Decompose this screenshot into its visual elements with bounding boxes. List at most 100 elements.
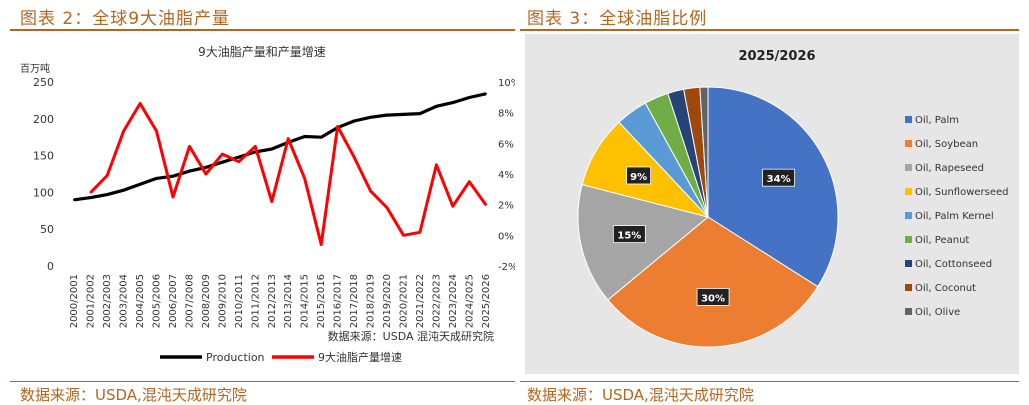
x-tick-label: 2012/2013: [267, 274, 278, 328]
left-title-rule: [10, 29, 515, 31]
x-tick-label: 2001/2002: [86, 274, 97, 328]
data-point: [484, 203, 487, 206]
right-figure-title: 图表 3：全球油脂比例: [527, 9, 708, 29]
legend-swatch: [905, 116, 912, 123]
x-tick-label: 2025/2026: [481, 274, 492, 328]
data-point: [89, 196, 92, 199]
data-point: [138, 102, 142, 105]
data-label-box: [696, 288, 730, 306]
line-chart-source: 数据来源：USDA 混沌天成研究院: [328, 329, 494, 343]
y-tick-label: 150: [33, 150, 54, 163]
pie-slice: [607, 216, 819, 348]
data-point: [138, 183, 142, 186]
legend-swatch: [905, 260, 912, 267]
x-tick-label: 2015/2016: [316, 274, 327, 328]
data-point: [369, 189, 372, 193]
data-point: [122, 188, 125, 192]
data-point: [303, 177, 306, 180]
data-point: [270, 200, 273, 203]
legend-label: Oil, Sunflowerseed: [915, 187, 1009, 198]
data-label: 30%: [701, 293, 725, 304]
legend-label: Oil, Cottonseed: [915, 259, 992, 270]
legend-label: Oil, Palm: [915, 115, 959, 126]
y2-tick-label: 10%: [498, 78, 515, 89]
x-tick-label: 2004/2005: [135, 274, 146, 328]
data-point: [270, 147, 273, 151]
legend-label: Oil, Coconut: [915, 283, 976, 294]
x-tick-label: 2013/2014: [283, 274, 294, 328]
data-point: [451, 205, 455, 208]
data-point: [237, 160, 241, 163]
line-chart-title: 9大油脂产量和产量增速: [198, 44, 326, 59]
data-label: 15%: [617, 231, 641, 242]
x-tick-label: 2016/2017: [333, 274, 344, 328]
right-source-note: 数据来源：USDA,混沌天成研究院: [527, 386, 754, 404]
x-tick-label: 2007/2008: [184, 274, 195, 328]
y-tick-label: 200: [33, 113, 54, 126]
y-tick-label: 100: [33, 186, 54, 199]
y-tick-label: 250: [33, 76, 54, 89]
data-point: [402, 234, 405, 237]
y2-tick-label: 6%: [498, 139, 514, 150]
legend-swatch: [905, 308, 912, 315]
data-point: [254, 145, 257, 148]
x-tick-label: 2005/2006: [152, 274, 163, 328]
legend-swatch: [905, 188, 912, 195]
data-point: [188, 145, 191, 148]
data-point: [352, 119, 356, 123]
pie-slice: [707, 86, 839, 288]
series-line-growth: [89, 102, 488, 246]
data-point: [89, 191, 92, 194]
x-tick-label: 2010/2011: [234, 274, 245, 328]
y-tick-label: 50: [40, 223, 54, 236]
data-point: [418, 231, 422, 234]
data-point: [188, 169, 191, 173]
legend-swatch: [905, 236, 912, 243]
data-point: [122, 129, 125, 133]
data-point: [435, 105, 438, 108]
data-point: [418, 112, 422, 115]
y2-tick-label: 8%: [498, 109, 514, 120]
pie-chart: 2025/2026 34% 30% 15% 9% Oil, Palm Oil, Soyb…: [577, 49, 1009, 348]
data-point: [352, 155, 356, 159]
y2-tick-label: -2%: [498, 262, 515, 273]
x-tick-label: 2017/2018: [349, 274, 360, 328]
legend-label: Oil, Olive: [915, 307, 960, 318]
legend-swatch: [905, 212, 912, 219]
x-tick-label: 2018/2019: [366, 274, 377, 328]
data-point: [468, 96, 471, 99]
data-point: [171, 195, 175, 199]
data-point: [303, 135, 306, 138]
x-tick-label: 2000/2001: [69, 274, 80, 328]
legend-swatch: [905, 284, 912, 291]
pie-chart-title: 2025/2026: [738, 49, 815, 64]
legend-label: Oil, Soybean: [915, 139, 978, 150]
y2-tick-label: 2%: [498, 201, 514, 212]
legend-swatch: [905, 164, 912, 171]
data-point: [484, 92, 487, 95]
legend-label: Production: [206, 351, 265, 364]
right-bottom-rule: [520, 381, 1019, 382]
data-point: [435, 163, 438, 166]
data-point: [451, 101, 455, 104]
x-tick-label: 2014/2015: [300, 274, 311, 328]
line-chart: 9大油脂产量和产量增速 百万吨 0 50 100 150 200 250 -2% 0% 2% 4…: [20, 44, 520, 364]
left-source-note: 数据来源：USDA,混沌天成研究院: [20, 386, 247, 404]
data-label-box: [762, 168, 796, 187]
x-tick-label: 2009/2010: [217, 274, 228, 328]
data-label-box: [612, 225, 646, 243]
line-chart-ylabel: 百万吨: [20, 62, 50, 75]
series-line-production: [73, 92, 487, 202]
x-tick-label: 2024/2025: [464, 274, 475, 328]
x-tick-label: 2003/2004: [119, 274, 130, 328]
data-point: [385, 206, 389, 209]
data-point: [319, 243, 323, 246]
x-tick-label: 2021/2022: [415, 274, 426, 328]
data-point: [73, 198, 76, 201]
x-tick-label: 2006/2007: [168, 274, 179, 328]
data-point: [287, 137, 290, 140]
legend-label: Oil, Rapeseed: [915, 163, 984, 174]
pie-slice: [699, 86, 709, 218]
data-point: [105, 193, 109, 196]
data-point: [105, 174, 109, 177]
